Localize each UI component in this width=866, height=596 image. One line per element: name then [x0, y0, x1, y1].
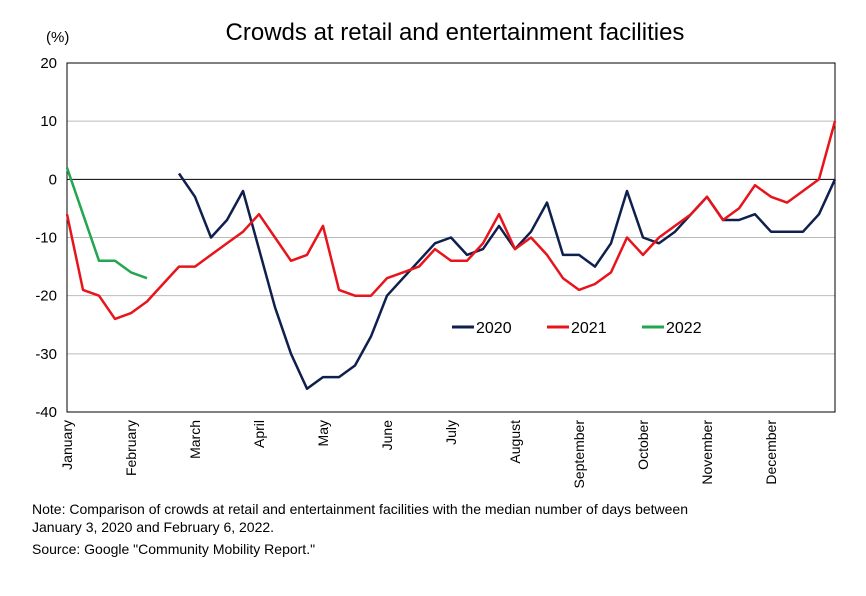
series-line — [177, 172, 837, 390]
legend-label: 2021 — [571, 320, 607, 337]
source: Source: Google "Community Mobility Repor… — [32, 541, 316, 557]
x-tick-label: April — [251, 420, 267, 448]
y-tick-label: 10 — [40, 113, 57, 130]
note: Note: Comparison of crowds at retail and… — [32, 501, 689, 517]
y-tick-label: -10 — [35, 230, 57, 247]
y-axis-label: (%) — [46, 29, 69, 46]
x-tick-label: November — [699, 420, 715, 485]
y-tick-label: -20 — [35, 288, 57, 305]
x-tick-label: December — [763, 420, 779, 485]
series-line — [65, 167, 148, 280]
series-line — [65, 120, 837, 321]
y-tick-label: -40 — [35, 404, 57, 421]
x-tick-label: August — [507, 420, 523, 464]
legend-label: 2020 — [476, 320, 512, 337]
note: January 3, 2020 and February 6, 2022. — [32, 519, 275, 535]
y-tick-label: 0 — [49, 171, 57, 188]
x-tick-label: March — [187, 420, 203, 459]
y-tick-label: -30 — [35, 346, 57, 363]
x-tick-label: July — [443, 420, 459, 445]
x-tick-label: February — [123, 420, 139, 476]
x-tick-label: October — [635, 420, 651, 470]
x-tick-label: May — [315, 420, 331, 446]
chart: Crowds at retail and entertainment facil… — [35, 19, 837, 489]
x-tick-label: January — [59, 420, 75, 470]
chart-title: Crowds at retail and entertainment facil… — [226, 19, 685, 46]
legend-label: 2022 — [666, 320, 702, 337]
x-tick-label: June — [379, 420, 395, 451]
x-tick-label: September — [571, 420, 587, 489]
y-tick-label: 20 — [40, 55, 57, 72]
plot-frame — [66, 62, 836, 413]
